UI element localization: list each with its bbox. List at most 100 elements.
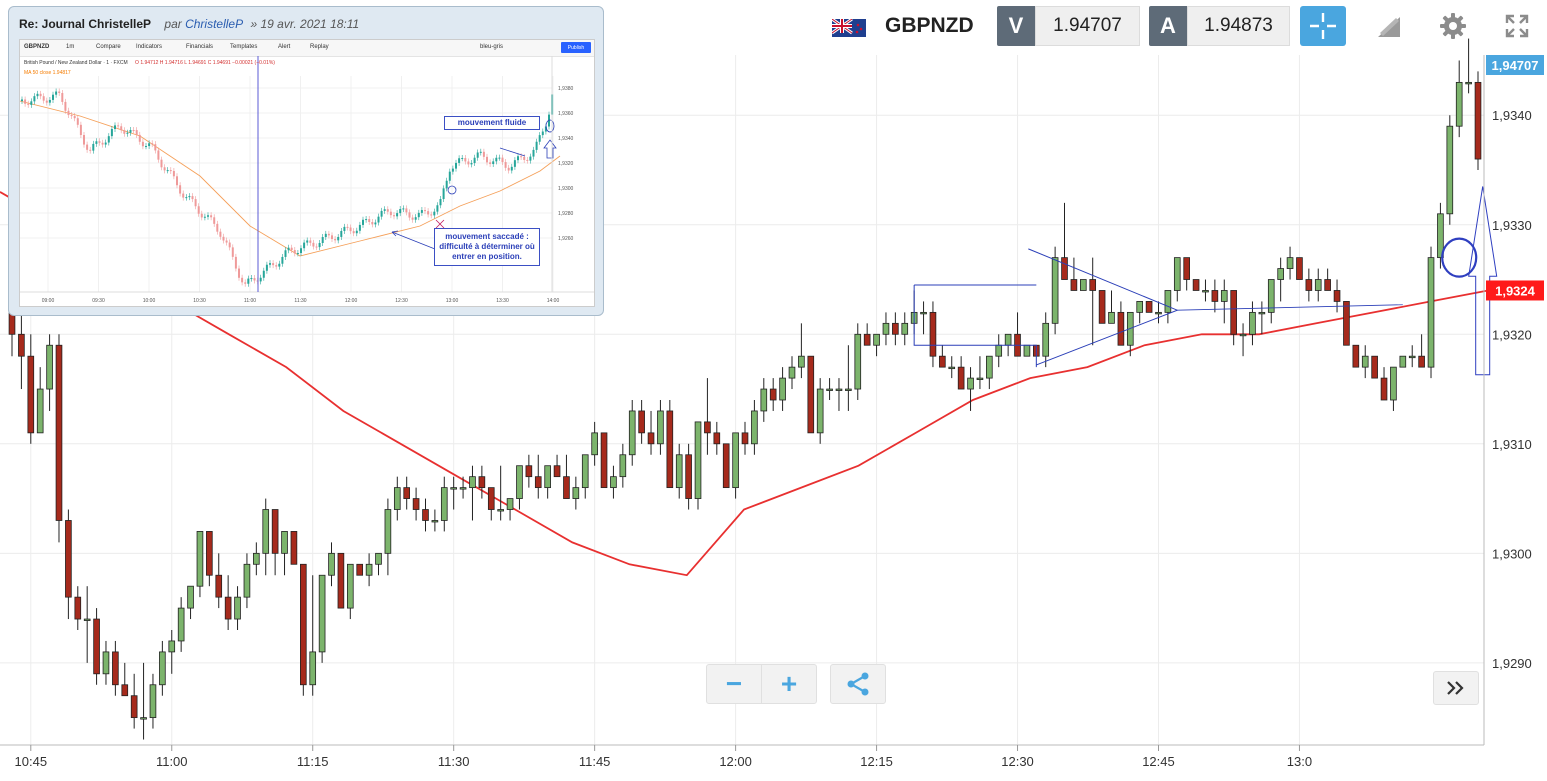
bullish-candle-body xyxy=(882,322,890,335)
inset-bearish-candle xyxy=(123,130,126,134)
inset-y-tick-label: 1,9380 xyxy=(558,86,574,92)
inset-bearish-candle xyxy=(411,217,414,220)
fullscreen-button[interactable] xyxy=(1494,6,1540,46)
candle xyxy=(845,345,852,411)
inset-bearish-candle xyxy=(64,101,67,111)
zoom-out-button[interactable]: − xyxy=(707,665,762,703)
inset-bearish-candle xyxy=(191,196,194,200)
inset-x-tick-label: 10:00 xyxy=(143,298,156,304)
inset-bullish-candle xyxy=(148,143,151,147)
bullish-candle-body xyxy=(140,717,147,720)
drawing-tools-button[interactable] xyxy=(1366,6,1412,46)
inset-bearish-candle xyxy=(228,242,231,248)
inset-bullish-candle xyxy=(513,160,516,167)
buy-price[interactable]: 1.94873 xyxy=(1187,6,1290,46)
bullish-candle-body xyxy=(384,509,392,554)
bearish-candle-body xyxy=(1098,290,1106,324)
bullish-candle-body xyxy=(835,388,843,391)
inset-bullish-candle xyxy=(278,263,281,267)
candle xyxy=(863,323,871,346)
sell-price[interactable]: 1.94707 xyxy=(1035,6,1140,46)
inset-bullish-candle xyxy=(455,162,457,169)
inset-bullish-candle xyxy=(529,156,532,161)
bullish-candle-body xyxy=(440,487,448,521)
bullish-candle-body xyxy=(459,487,467,490)
bullish-candle-body xyxy=(1277,268,1284,280)
candle xyxy=(1465,38,1472,94)
inset-bearish-candle xyxy=(210,215,213,218)
inset-bearish-candle xyxy=(501,157,504,163)
post-author[interactable]: ChristelleP xyxy=(185,17,244,31)
inset-bullish-candle xyxy=(303,242,306,249)
inset-cross-mark xyxy=(435,219,445,229)
bullish-candle-body xyxy=(309,651,317,686)
bearish-candle-body xyxy=(638,410,645,434)
share-button[interactable] xyxy=(831,665,885,703)
bullish-candle-body xyxy=(572,487,580,499)
inset-bearish-candle xyxy=(234,256,237,269)
inset-bullish-candle xyxy=(95,141,98,144)
candle xyxy=(1230,290,1237,346)
candle xyxy=(140,662,147,740)
buy-button[interactable]: A xyxy=(1149,6,1187,46)
x-tick-label: 12:30 xyxy=(1001,754,1034,769)
inset-bearish-candle xyxy=(309,240,312,243)
candle xyxy=(544,465,551,499)
inset-circle-2 xyxy=(545,119,555,133)
scroll-to-latest-button[interactable] xyxy=(1433,671,1479,705)
bearish-candle-body xyxy=(18,333,25,357)
bearish-candle-body xyxy=(1145,301,1153,313)
inset-ma-legend: MA 50 close 1.94817 xyxy=(24,70,71,76)
candle xyxy=(121,662,129,697)
candle xyxy=(1211,279,1219,313)
candle xyxy=(55,334,63,543)
inset-compare: Compare xyxy=(96,44,121,50)
bullish-candle-body xyxy=(619,454,627,478)
candle xyxy=(1145,301,1153,313)
inset-bearish-candle xyxy=(408,212,411,218)
candle xyxy=(628,400,636,466)
bullish-candle-body xyxy=(168,640,176,653)
sell-button[interactable]: V xyxy=(997,6,1035,46)
candle xyxy=(253,542,260,576)
bullish-candle-body xyxy=(1286,257,1294,269)
zoom-in-button[interactable]: + xyxy=(780,668,798,699)
settings-button[interactable] xyxy=(1430,6,1476,46)
inset-bullish-candle xyxy=(517,156,519,161)
candle xyxy=(403,476,411,510)
crosshair-button[interactable] xyxy=(1300,6,1346,46)
bullish-candle-body xyxy=(901,322,909,335)
bullish-candle-body xyxy=(1455,81,1463,127)
inset-bullish-candle xyxy=(538,135,541,142)
bullish-candle-body xyxy=(779,377,786,401)
inset-arrow-choppy xyxy=(391,231,441,252)
candle xyxy=(36,367,44,434)
candle xyxy=(450,476,457,510)
inset-bullish-candle xyxy=(269,263,271,265)
inset-legend: British Pound / New Zealand Dollar · 1 ·… xyxy=(24,60,275,66)
bullish-candle-body xyxy=(375,552,382,565)
candle xyxy=(1173,257,1181,302)
candle xyxy=(638,400,645,444)
candle xyxy=(74,586,82,630)
candle xyxy=(901,312,909,346)
inset-bullish-candle xyxy=(52,94,54,100)
bearish-candle-body xyxy=(300,563,307,686)
candle xyxy=(1202,279,1209,302)
candle xyxy=(572,476,580,510)
inset-publish-button: Publish xyxy=(561,42,591,53)
inset-bullish-candle xyxy=(473,157,476,164)
inset-layout: bleu-gris xyxy=(480,44,504,50)
bearish-candle-body xyxy=(525,465,533,478)
inset-bullish-candle xyxy=(362,219,364,225)
annotation-drawings xyxy=(913,186,1498,376)
inset-bearish-candle xyxy=(231,247,234,257)
bearish-candle-body xyxy=(1183,257,1190,280)
x-tick-label: 11:00 xyxy=(156,754,188,769)
bullish-candle-body xyxy=(281,531,288,554)
bullish-candle-body xyxy=(262,509,270,554)
bearish-candle-body xyxy=(487,487,495,510)
candle xyxy=(675,443,683,499)
inset-bearish-candle xyxy=(151,143,154,145)
inset-arrow-head xyxy=(391,230,399,237)
